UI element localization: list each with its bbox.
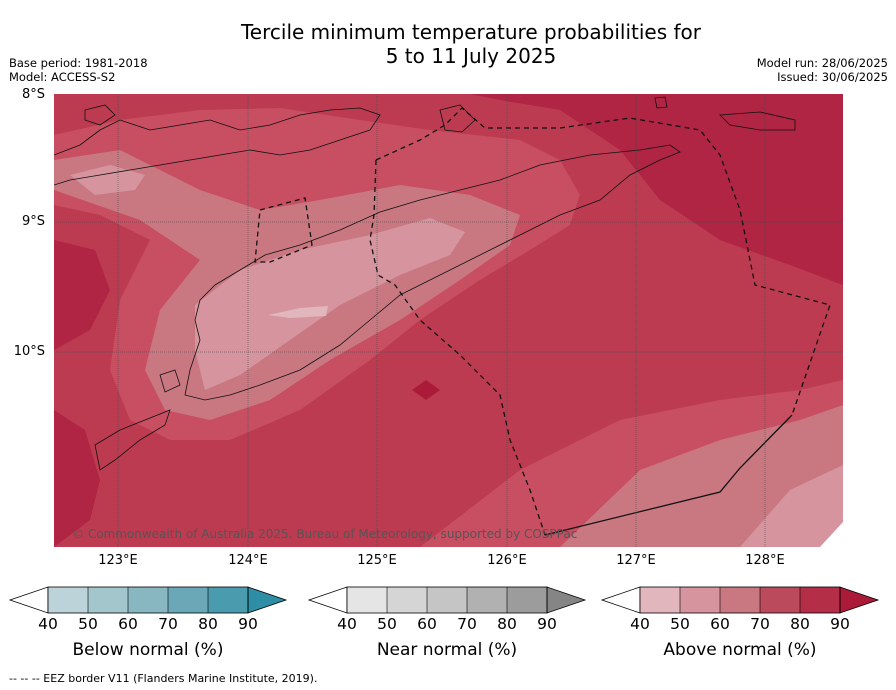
colorbar-extend-high (247, 586, 288, 614)
colorbar-extend-low (8, 586, 49, 614)
lat-label-8s: 8°S (21, 87, 45, 102)
cbar-near-tick-50: 50 (377, 615, 397, 633)
colorbar-below-normal (8, 586, 288, 614)
colorbar-segment (760, 587, 800, 613)
cbar-above-tick-60: 60 (710, 615, 730, 633)
cbar-near-tick-40: 40 (337, 615, 357, 633)
colorbar-extend-high (839, 586, 880, 614)
lat-label-9s: 9°S (21, 214, 45, 229)
cbar-above-tick-50: 50 (670, 615, 690, 633)
lon-label-126e: 126°E (487, 553, 527, 568)
lon-label-125e: 125°E (357, 553, 397, 568)
colorbar-segment (128, 587, 168, 613)
cbar-below-tick-80: 80 (198, 615, 218, 633)
graticule (54, 94, 843, 547)
lon-label-123e: 123°E (98, 553, 138, 568)
colorbar-frame (346, 586, 548, 614)
issued-date: Issued: 30/06/2025 (777, 70, 888, 84)
cbar-above-tick-90: 90 (830, 615, 850, 633)
colorbar-segment (507, 587, 547, 613)
colorbar-segment (88, 587, 128, 613)
colorbar-title-above: Above normal (%) (663, 640, 817, 660)
cbar-above-tick-70: 70 (750, 615, 770, 633)
colorbar-above-normal (600, 586, 880, 614)
colorbar-extend-low (600, 586, 641, 614)
cbar-above-tick-40: 40 (630, 615, 650, 633)
lon-label-128e: 128°E (745, 553, 785, 568)
eez-footnote: -- -- -- EEZ border V11 (Flanders Marine… (9, 672, 318, 685)
eez-borders (254, 107, 831, 536)
cbar-below-tick-50: 50 (78, 615, 98, 633)
colorbars (8, 586, 880, 614)
cbar-below-tick-70: 70 (158, 615, 178, 633)
colorbar-extend-high (546, 586, 587, 614)
chart-title-line2: 5 to 11 July 2025 (385, 44, 557, 68)
boundary-solid (544, 414, 793, 536)
colorbar-extend-low (307, 586, 348, 614)
colorbar-title-below: Below normal (%) (72, 640, 224, 660)
colorbar-segment (680, 587, 720, 613)
probability-shading (54, 94, 843, 547)
colorbar-segment (347, 587, 387, 613)
colorbar-segment (387, 587, 427, 613)
cbar-above-tick-80: 80 (790, 615, 810, 633)
colorbar-segment (800, 587, 840, 613)
colorbar-title-near: Near normal (%) (376, 640, 518, 660)
cbar-below-tick-90: 90 (238, 615, 258, 633)
model-run: Model run: 28/06/2025 (756, 56, 888, 70)
chart-title-line1: Tercile minimum temperature probabilitie… (240, 20, 702, 44)
colorbar-segment (208, 587, 248, 613)
cbar-near-tick-90: 90 (537, 615, 557, 633)
lat-label-10s: 10°S (13, 344, 45, 359)
colorbar-segment (48, 587, 88, 613)
lon-label-124e: 124°E (228, 553, 268, 568)
colorbar-segment (427, 587, 467, 613)
colorbar-segment (467, 587, 507, 613)
cbar-below-tick-60: 60 (118, 615, 138, 633)
base-period: Base period: 1981-2018 (9, 56, 148, 70)
colorbar-segment (168, 587, 208, 613)
colorbar-segment (720, 587, 760, 613)
coastlines (54, 96, 796, 471)
colorbar-frame (47, 586, 249, 614)
cbar-near-tick-70: 70 (457, 615, 477, 633)
colorbar-near-normal (307, 586, 587, 614)
model-name: Model: ACCESS-S2 (9, 70, 116, 84)
colorbar-frame (639, 586, 841, 614)
colorbar-segment (640, 587, 680, 613)
lon-label-127e: 127°E (616, 553, 656, 568)
cbar-below-tick-40: 40 (38, 615, 58, 633)
cbar-near-tick-60: 60 (417, 615, 437, 633)
cbar-near-tick-80: 80 (497, 615, 517, 633)
copyright-notice: © Commonwealth of Australia 2025. Bureau… (72, 527, 578, 541)
